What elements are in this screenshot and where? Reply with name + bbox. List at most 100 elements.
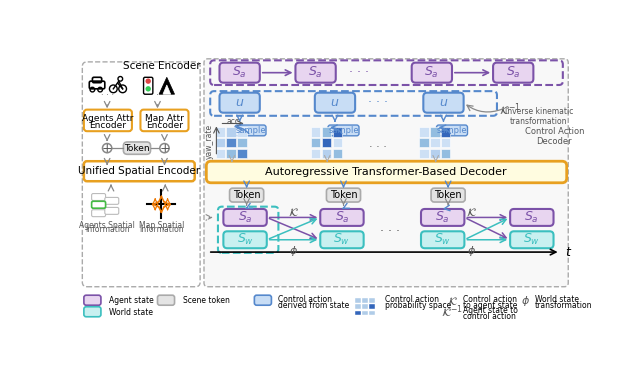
Bar	[419, 149, 429, 158]
FancyBboxPatch shape	[157, 295, 175, 305]
Text: Scene token: Scene token	[183, 296, 230, 305]
Circle shape	[160, 144, 169, 153]
Text: $S_a$: $S_a$	[435, 210, 450, 225]
Bar	[333, 127, 342, 136]
Bar	[369, 298, 374, 303]
Text: World state: World state	[535, 295, 579, 304]
Text: Encoder: Encoder	[146, 120, 183, 130]
FancyBboxPatch shape	[510, 209, 554, 226]
Text: Control action: Control action	[463, 295, 517, 304]
Text: $\mathcal{K}^{-1}$: $\mathcal{K}^{-1}$	[499, 101, 521, 118]
FancyBboxPatch shape	[92, 201, 106, 208]
Text: $u$: $u$	[235, 96, 244, 109]
Bar	[419, 138, 429, 147]
Bar	[322, 138, 331, 147]
Text: Control action: Control action	[278, 295, 332, 304]
Text: Inverse kinematic
transformation: Inverse kinematic transformation	[504, 107, 573, 126]
FancyBboxPatch shape	[431, 188, 465, 202]
Text: Agents Attr: Agents Attr	[82, 114, 134, 123]
Text: · · ·: · · ·	[369, 96, 388, 109]
Text: $S_a$: $S_a$	[232, 65, 247, 80]
Bar	[355, 311, 360, 315]
Text: $S_w$: $S_w$	[434, 232, 451, 247]
Bar	[419, 127, 429, 136]
FancyBboxPatch shape	[296, 62, 336, 83]
FancyBboxPatch shape	[140, 110, 189, 131]
Text: · · ·: · · ·	[100, 91, 114, 99]
Text: $\mathcal{K}$: $\mathcal{K}$	[447, 295, 458, 307]
Bar	[227, 149, 236, 158]
Text: Token: Token	[435, 190, 462, 200]
Bar	[430, 149, 440, 158]
Bar	[311, 138, 320, 147]
Text: · · ·: · · ·	[349, 66, 369, 79]
Text: $\phi$: $\phi$	[289, 243, 298, 258]
Text: $u$: $u$	[439, 96, 448, 109]
FancyBboxPatch shape	[235, 125, 266, 136]
FancyBboxPatch shape	[315, 93, 355, 113]
Circle shape	[102, 144, 112, 153]
FancyBboxPatch shape	[92, 194, 106, 200]
Text: $\phi$: $\phi$	[521, 294, 530, 307]
FancyBboxPatch shape	[92, 201, 106, 208]
FancyBboxPatch shape	[223, 231, 267, 248]
FancyBboxPatch shape	[105, 197, 119, 204]
FancyBboxPatch shape	[436, 125, 467, 136]
Bar	[369, 304, 374, 309]
Text: $t$: $t$	[564, 246, 572, 259]
Bar	[441, 149, 451, 158]
Text: $\mathcal{K}$: $\mathcal{K}$	[466, 206, 477, 218]
Bar	[216, 138, 225, 147]
Text: +: +	[102, 142, 113, 155]
Text: Agent state: Agent state	[109, 296, 154, 305]
FancyBboxPatch shape	[412, 62, 452, 83]
Text: $S_w$: $S_w$	[524, 232, 540, 247]
Bar	[237, 138, 246, 147]
FancyBboxPatch shape	[84, 161, 195, 181]
Text: Information: Information	[139, 225, 184, 234]
Text: $u$: $u$	[330, 96, 340, 109]
Text: $S_w$: $S_w$	[333, 232, 351, 247]
Polygon shape	[159, 77, 175, 94]
Text: Token: Token	[330, 190, 357, 200]
Text: · · ·: · · ·	[151, 91, 164, 99]
Text: $S_a$: $S_a$	[308, 65, 323, 80]
FancyBboxPatch shape	[223, 209, 267, 226]
Text: control action: control action	[463, 312, 516, 321]
Bar	[333, 138, 342, 147]
Text: $S_a$: $S_a$	[335, 210, 349, 225]
Text: World state: World state	[109, 307, 154, 317]
Text: · · ·: · · ·	[369, 142, 387, 152]
Bar	[430, 138, 440, 147]
Text: $\mathcal{K}$: $\mathcal{K}$	[288, 206, 298, 218]
Text: $S_a$: $S_a$	[237, 210, 252, 225]
Text: to agent state: to agent state	[463, 301, 517, 310]
Text: Encoder: Encoder	[90, 120, 127, 130]
FancyBboxPatch shape	[326, 188, 360, 202]
FancyBboxPatch shape	[105, 207, 119, 215]
FancyBboxPatch shape	[493, 62, 533, 83]
FancyBboxPatch shape	[220, 93, 260, 113]
Text: Token: Token	[233, 190, 260, 200]
Text: Unified Spatial Encoder: Unified Spatial Encoder	[78, 166, 200, 176]
Bar	[227, 138, 236, 147]
Text: acc: acc	[226, 117, 239, 126]
FancyBboxPatch shape	[320, 209, 364, 226]
Bar	[237, 149, 246, 158]
Text: sample: sample	[328, 126, 359, 135]
Bar	[369, 311, 374, 315]
Bar	[216, 127, 225, 136]
FancyBboxPatch shape	[124, 142, 150, 154]
Bar	[362, 304, 367, 309]
Text: Agent state to: Agent state to	[463, 306, 518, 315]
Text: $S_a$: $S_a$	[506, 65, 520, 80]
Text: $S_a$: $S_a$	[524, 210, 539, 225]
FancyBboxPatch shape	[230, 188, 264, 202]
Text: yaw_rate: yaw_rate	[205, 124, 214, 159]
Text: Scene Encoder: Scene Encoder	[123, 61, 200, 71]
Text: $\phi$: $\phi$	[467, 243, 476, 258]
FancyBboxPatch shape	[254, 295, 271, 305]
Text: $S_a$: $S_a$	[424, 65, 439, 80]
Circle shape	[145, 86, 151, 91]
Text: · · ·: · · ·	[380, 225, 400, 238]
